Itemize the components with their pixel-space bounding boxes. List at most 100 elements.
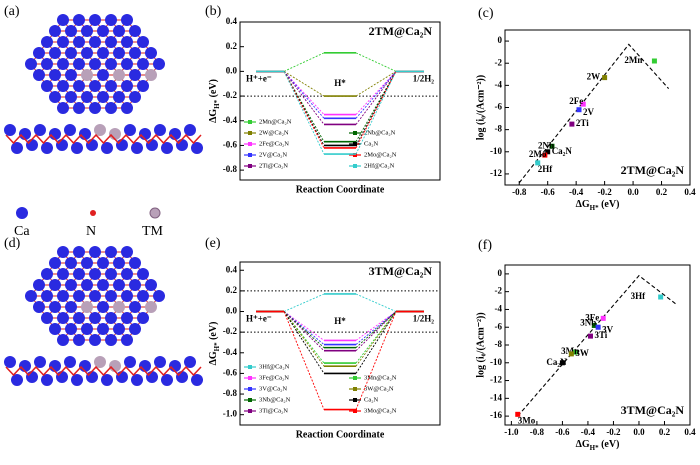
ca-atom [97,257,109,269]
legend-label: 3W@Ca₂N [364,385,394,392]
ca-atom [49,257,61,269]
axis-label-part: H* [213,99,221,108]
point-label: Ca₂N [552,146,573,156]
ca-atom [57,36,69,48]
ca-atom [41,80,53,92]
ca-atom [121,58,133,70]
plot-frame [504,29,691,186]
y-tick-label: -0.4 [223,347,238,357]
n-chain [5,365,202,377]
point-label: 3Ti [594,330,607,340]
x-tick-label: -0.4 [581,427,596,437]
connector [355,311,397,348]
x-tick-label: -0.2 [597,187,612,197]
ca-atom [176,371,188,383]
ca-atom [81,323,93,335]
point-label: 3Hf [631,291,647,301]
legend-marker [353,376,357,380]
y-tick-label: -2 [495,286,503,296]
ca-atom [26,371,38,383]
ca-atom [49,69,61,81]
ca-atom [89,268,101,280]
volcano-line [518,43,670,184]
ca-atom [145,47,157,59]
ca-atom [121,334,133,346]
ca-atom [57,268,69,280]
ca-atom [81,279,93,291]
ca-atom [89,246,101,258]
plot-frame [239,21,441,181]
ca-atom [97,47,109,59]
ca-atom [65,91,77,103]
ca-atom [25,290,37,302]
legend-marker [353,409,357,413]
point-label: 3Mn [561,346,579,356]
y-tick-label: 0 [498,268,503,278]
legend-marker [248,398,252,402]
ca-atom [101,374,113,386]
plot-frame [239,261,441,426]
ca-atom [49,323,61,335]
ca-atom [113,257,125,269]
ca-atom [97,323,109,335]
state-label: H⁺+e⁻ [246,314,272,324]
ca-atom [71,374,83,386]
ca-atom [57,102,69,114]
axis-label-part: ΔG [208,109,219,123]
x-tick-label: -0.4 [569,187,584,197]
panel-label: (f) [478,238,492,253]
ca-atom [89,58,101,70]
connector [283,311,325,367]
ca-atom [121,36,133,48]
point-label: 2Ti [576,118,589,128]
y-tick-label: -12 [490,375,502,385]
connector [283,293,325,312]
legend-label: 3Mn@Ca₂N [364,374,397,381]
ca-atom [65,323,77,335]
legend-label: 3Nb@Ca₂N [259,396,291,403]
ca-atom [89,36,101,48]
ca-atom [41,36,53,48]
ca-atom [81,47,93,59]
connector [355,311,397,352]
axis-label-part: (eV) [208,322,219,343]
ca-atom [105,80,117,92]
data-point [651,58,657,64]
ca-atom [153,290,165,302]
ca-atom [101,142,113,154]
ca-atom [137,268,149,280]
state-label: H* [334,78,346,88]
data-point [602,75,608,81]
ca-atom [105,268,117,280]
n-chain [5,133,202,145]
connector [283,52,325,72]
ca-atom [116,371,128,383]
ca-atom [64,124,76,136]
connector [355,311,397,341]
ca-atom [113,47,125,59]
state-label: H⁺+e⁻ [246,73,272,83]
ca-atom [105,246,117,258]
ca-atom [113,25,125,37]
ca-icon [16,207,28,219]
ca-atom [49,47,61,59]
ca-atom [56,139,68,151]
ca-atom [124,356,136,368]
axis-label-part: ΔG [576,439,590,450]
x-tick-label: -0.2 [606,427,621,437]
data-point [549,143,555,149]
ca-atom [131,142,143,154]
ca-atom [105,58,117,70]
ca-atom [71,142,83,154]
connector [283,71,325,125]
data-point [595,324,601,330]
data-point [568,351,574,357]
point-label: 3Nb [580,318,596,328]
y-tick-label: -14 [490,392,502,402]
y-tick-label: 0.2 [226,285,238,295]
y-tick-label: -6 [495,102,503,112]
ca-atom [137,36,149,48]
ca-atom [25,58,37,70]
ca-atom [129,257,141,269]
ca-atom [153,58,165,70]
